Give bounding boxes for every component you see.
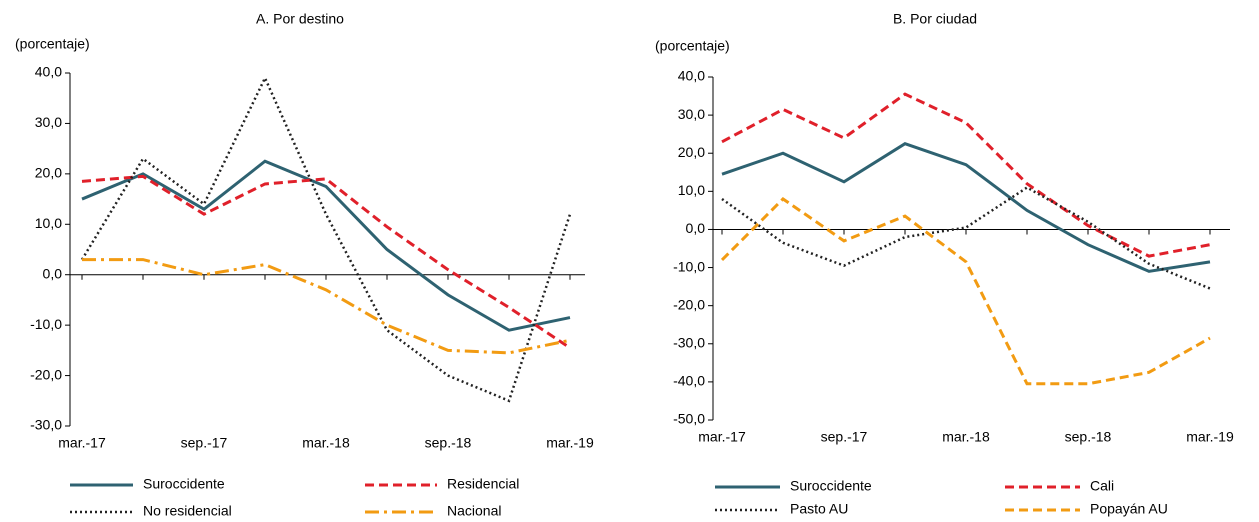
series-line bbox=[721, 186, 1211, 290]
legend-label: No residencial bbox=[143, 503, 232, 519]
y-tick-label: 20,0 bbox=[35, 165, 62, 181]
y-tick-label: -40,0 bbox=[673, 373, 705, 389]
x-tick-label: sep.-18 bbox=[1065, 429, 1112, 445]
y-tick-label: 40,0 bbox=[35, 64, 62, 80]
legend-label: Popayán AU bbox=[1090, 501, 1168, 517]
y-tick-label: -50,0 bbox=[673, 411, 705, 427]
y-axis-label: (porcentaje) bbox=[15, 36, 90, 52]
legend-label: Suroccidente bbox=[790, 478, 872, 494]
y-tick-label: 0,0 bbox=[43, 265, 63, 281]
x-tick-label: mar.-17 bbox=[698, 429, 746, 445]
x-tick-label: sep.-18 bbox=[425, 435, 472, 451]
y-tick-label: -30,0 bbox=[673, 334, 705, 350]
y-tick-label: 30,0 bbox=[678, 106, 705, 122]
x-tick-label: mar.-19 bbox=[1186, 429, 1234, 445]
series-line bbox=[721, 142, 1211, 273]
y-tick-label: 40,0 bbox=[678, 68, 705, 84]
series-line bbox=[721, 92, 1211, 258]
chart-title: B. Por ciudad bbox=[893, 11, 977, 27]
y-tick-label: 10,0 bbox=[35, 215, 62, 231]
y-tick-label: 30,0 bbox=[35, 114, 62, 130]
legend-label: Nacional bbox=[447, 503, 501, 519]
series-line bbox=[82, 258, 571, 355]
x-tick-label: mar.-18 bbox=[302, 435, 350, 451]
legend-label: Suroccidente bbox=[143, 476, 225, 492]
y-tick-label: -30,0 bbox=[30, 417, 62, 433]
legend-label: Residencial bbox=[447, 476, 519, 492]
legend-label: Pasto AU bbox=[790, 501, 848, 517]
y-tick-label: -20,0 bbox=[673, 296, 705, 312]
x-tick-label: sep.-17 bbox=[181, 435, 228, 451]
y-tick-label: 10,0 bbox=[678, 182, 705, 198]
series-line bbox=[81, 159, 571, 332]
x-tick-label: mar.-18 bbox=[942, 429, 990, 445]
y-axis-label: (porcentaje) bbox=[655, 38, 730, 54]
chart-title: A. Por destino bbox=[256, 11, 344, 27]
x-tick-label: sep.-17 bbox=[821, 429, 868, 445]
y-tick-label: -20,0 bbox=[30, 366, 62, 382]
y-tick-label: -10,0 bbox=[673, 258, 705, 274]
x-tick-label: mar.-19 bbox=[546, 435, 594, 451]
y-tick-label: 0,0 bbox=[686, 220, 706, 236]
y-tick-label: -10,0 bbox=[30, 316, 62, 332]
legend-label: Cali bbox=[1090, 478, 1114, 494]
series-line bbox=[81, 174, 571, 350]
series-line bbox=[720, 197, 1211, 386]
x-tick-label: mar.-17 bbox=[58, 435, 106, 451]
y-tick-label: 20,0 bbox=[678, 144, 705, 160]
